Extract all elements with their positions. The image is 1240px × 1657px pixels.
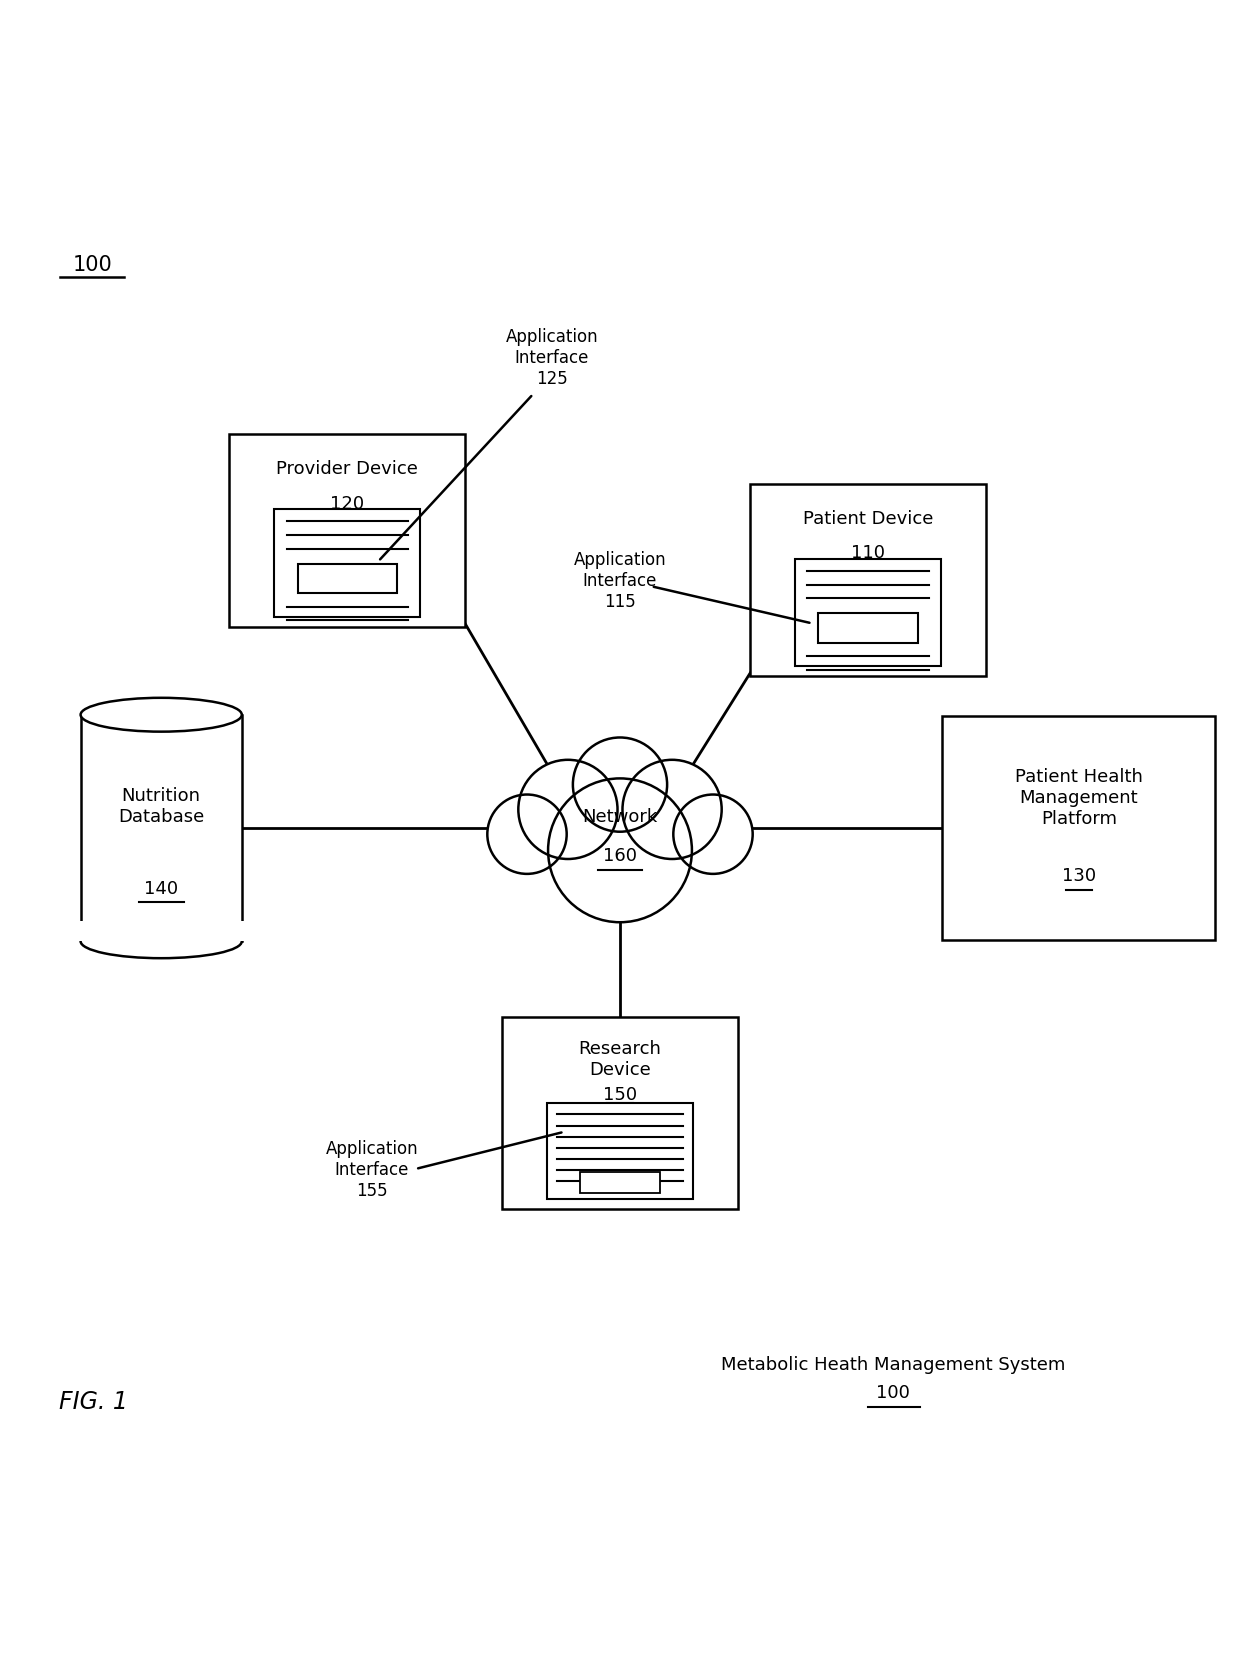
- Bar: [81, 716, 242, 941]
- Text: Application
Interface
125: Application Interface 125: [506, 328, 598, 388]
- Text: Patient Device: Patient Device: [802, 509, 934, 527]
- Text: 100: 100: [73, 255, 113, 275]
- Text: Nutrition
Database: Nutrition Database: [118, 787, 205, 825]
- Bar: [818, 615, 918, 643]
- Circle shape: [518, 761, 618, 860]
- Bar: [580, 1173, 660, 1193]
- Circle shape: [548, 779, 692, 923]
- Circle shape: [487, 795, 567, 875]
- Bar: [298, 565, 397, 593]
- Ellipse shape: [81, 698, 242, 732]
- Text: 120: 120: [330, 494, 365, 512]
- Bar: [74, 921, 248, 941]
- Text: 110: 110: [851, 543, 885, 562]
- Text: Research
Device: Research Device: [579, 1041, 661, 1079]
- Bar: [795, 558, 941, 666]
- Text: Provider Device: Provider Device: [277, 461, 418, 477]
- Circle shape: [573, 737, 667, 832]
- Circle shape: [622, 761, 722, 860]
- Text: Metabolic Heath Management System: Metabolic Heath Management System: [720, 1355, 1065, 1374]
- Bar: [229, 436, 465, 626]
- Text: 130: 130: [1061, 867, 1096, 885]
- Bar: [274, 510, 420, 616]
- Text: Patient Health
Management
Platform: Patient Health Management Platform: [1014, 767, 1143, 827]
- Text: Network: Network: [583, 807, 657, 825]
- Text: Application
Interface
155: Application Interface 155: [326, 1140, 418, 1200]
- Bar: [547, 1104, 693, 1200]
- Text: 100: 100: [875, 1384, 910, 1402]
- Text: FIG. 1: FIG. 1: [58, 1389, 128, 1413]
- Text: 160: 160: [603, 847, 637, 865]
- Bar: [750, 484, 986, 676]
- Text: 140: 140: [144, 878, 179, 896]
- Bar: [502, 1017, 738, 1210]
- Ellipse shape: [81, 925, 242, 959]
- Bar: [942, 717, 1215, 940]
- Circle shape: [673, 795, 753, 875]
- Text: 150: 150: [603, 1085, 637, 1104]
- Text: Application
Interface
115: Application Interface 115: [574, 550, 666, 610]
